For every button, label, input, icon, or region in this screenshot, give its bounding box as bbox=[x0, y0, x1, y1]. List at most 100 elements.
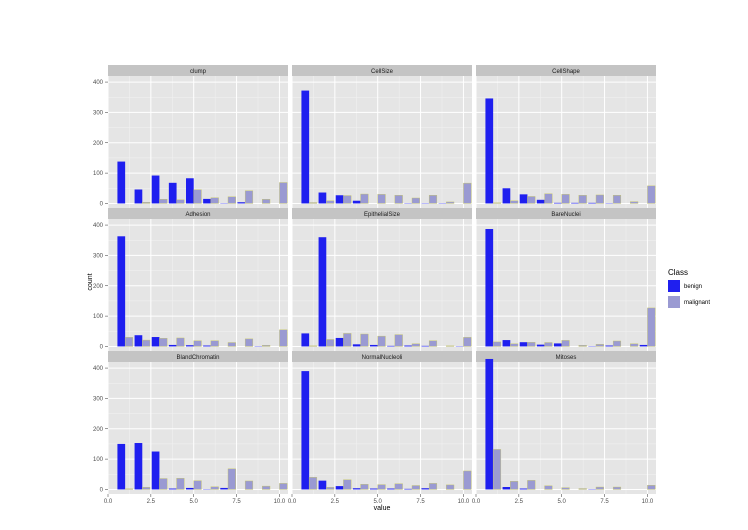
bar-benign bbox=[151, 175, 160, 204]
bar-benign bbox=[605, 345, 614, 347]
bar-malignant bbox=[176, 199, 185, 204]
bar-malignant bbox=[227, 196, 236, 204]
bar-benign bbox=[151, 337, 160, 347]
legend-key bbox=[668, 280, 680, 292]
bar-malignant bbox=[544, 342, 553, 347]
x-tick-label: 5.0 bbox=[190, 499, 199, 505]
facet-panel: Mitoses 0.0 2.5 5.0 7.5 10.0 bbox=[472, 351, 656, 505]
bar-benign bbox=[421, 488, 430, 490]
bar-malignant bbox=[612, 486, 622, 490]
bar-malignant bbox=[595, 486, 604, 490]
y-tick-label: 0 bbox=[100, 487, 104, 493]
facet-strip bbox=[476, 208, 656, 219]
y-tick-label: 200 bbox=[93, 141, 104, 147]
facet-strip bbox=[476, 351, 656, 362]
bar-benign bbox=[536, 199, 545, 204]
bar-malignant bbox=[193, 189, 202, 204]
bar-benign bbox=[588, 202, 596, 204]
facet-panel: BlandChromatin 0 100 200 300 400 0.0 2.5 5.0 7.5 1… bbox=[93, 351, 288, 505]
legend: Class benign malignant bbox=[668, 268, 710, 308]
bar-benign bbox=[485, 229, 494, 347]
facet-strip bbox=[108, 65, 288, 76]
bar-benign bbox=[387, 488, 395, 490]
x-tick-label: 0.0 bbox=[288, 499, 297, 505]
bar-benign bbox=[301, 333, 310, 347]
bar-malignant bbox=[124, 337, 134, 347]
bar-benign bbox=[370, 488, 378, 490]
bar-malignant bbox=[492, 202, 502, 204]
bar-malignant bbox=[578, 195, 587, 204]
bar-benign bbox=[536, 344, 545, 347]
bar-malignant bbox=[176, 337, 185, 347]
facet-strip bbox=[292, 65, 472, 76]
bar-benign bbox=[237, 202, 246, 204]
y-tick-label: 300 bbox=[93, 253, 104, 259]
bar-malignant bbox=[647, 307, 656, 347]
bar-malignant bbox=[377, 484, 386, 490]
bar-malignant bbox=[527, 196, 536, 204]
bar-benign bbox=[554, 202, 562, 204]
bar-malignant bbox=[561, 340, 570, 347]
bar-benign bbox=[519, 342, 528, 347]
bar-malignant bbox=[411, 343, 420, 347]
bar-malignant bbox=[210, 486, 219, 490]
bar-malignant bbox=[394, 334, 403, 347]
bar-malignant bbox=[244, 480, 254, 490]
bar-malignant bbox=[612, 340, 622, 347]
bar-benign bbox=[134, 443, 143, 490]
bar-malignant bbox=[159, 338, 168, 347]
bar-benign bbox=[168, 182, 177, 204]
legend-title: Class bbox=[668, 268, 688, 277]
facet-panel: clump 0 100 200 300 400 bbox=[93, 65, 288, 208]
legend-key bbox=[668, 296, 680, 308]
bar-benign bbox=[352, 200, 361, 204]
bar-benign bbox=[301, 90, 310, 204]
y-tick-label: 100 bbox=[93, 171, 104, 177]
x-tick-label: 10.0 bbox=[642, 499, 654, 505]
bar-benign bbox=[352, 488, 361, 490]
y-tick-label: 100 bbox=[93, 457, 104, 463]
bar-malignant bbox=[360, 484, 369, 490]
bar-malignant bbox=[343, 333, 352, 347]
bar-benign bbox=[203, 345, 211, 347]
bar-malignant bbox=[262, 345, 271, 347]
bar-benign bbox=[502, 340, 511, 347]
bar-malignant bbox=[647, 185, 656, 204]
y-tick-label: 0 bbox=[100, 201, 104, 207]
facet-panel: CellShape bbox=[475, 65, 656, 208]
bar-malignant bbox=[159, 198, 168, 204]
bar-malignant bbox=[262, 198, 271, 204]
bar-benign bbox=[117, 236, 126, 347]
bar-malignant bbox=[142, 487, 151, 490]
bar-malignant bbox=[630, 201, 639, 204]
bar-malignant bbox=[360, 333, 369, 347]
bar-benign bbox=[117, 161, 126, 204]
bar-benign bbox=[186, 487, 194, 490]
bar-malignant bbox=[244, 190, 254, 204]
y-tick-label: 100 bbox=[93, 314, 104, 320]
bar-malignant bbox=[227, 342, 236, 347]
facet-strip-label: Mitoses bbox=[556, 355, 577, 361]
bar-benign bbox=[301, 371, 310, 490]
bar-malignant bbox=[262, 485, 271, 490]
bar-benign bbox=[387, 345, 395, 347]
bar-benign bbox=[404, 488, 412, 490]
facet-strip-label: NormalNucleoli bbox=[362, 355, 403, 361]
bar-benign bbox=[186, 178, 194, 204]
bar-malignant bbox=[647, 485, 656, 490]
x-tick-label: 7.5 bbox=[232, 499, 241, 505]
bar-benign bbox=[352, 344, 361, 347]
bar-malignant bbox=[394, 483, 403, 490]
facet-strip-label: clump bbox=[190, 69, 207, 75]
bar-benign bbox=[485, 98, 494, 204]
bar-malignant bbox=[210, 340, 219, 347]
bar-benign bbox=[554, 343, 562, 347]
bar-benign bbox=[502, 188, 511, 204]
y-tick-label: 300 bbox=[93, 110, 104, 116]
x-tick-label: 7.5 bbox=[600, 499, 609, 505]
x-tick-label: 10.0 bbox=[274, 499, 286, 505]
bar-malignant bbox=[124, 488, 134, 490]
bar-malignant bbox=[446, 484, 455, 490]
bar-malignant bbox=[527, 342, 536, 347]
facet-panel: Adhesion 0 100 200 300 400 bbox=[93, 208, 288, 351]
